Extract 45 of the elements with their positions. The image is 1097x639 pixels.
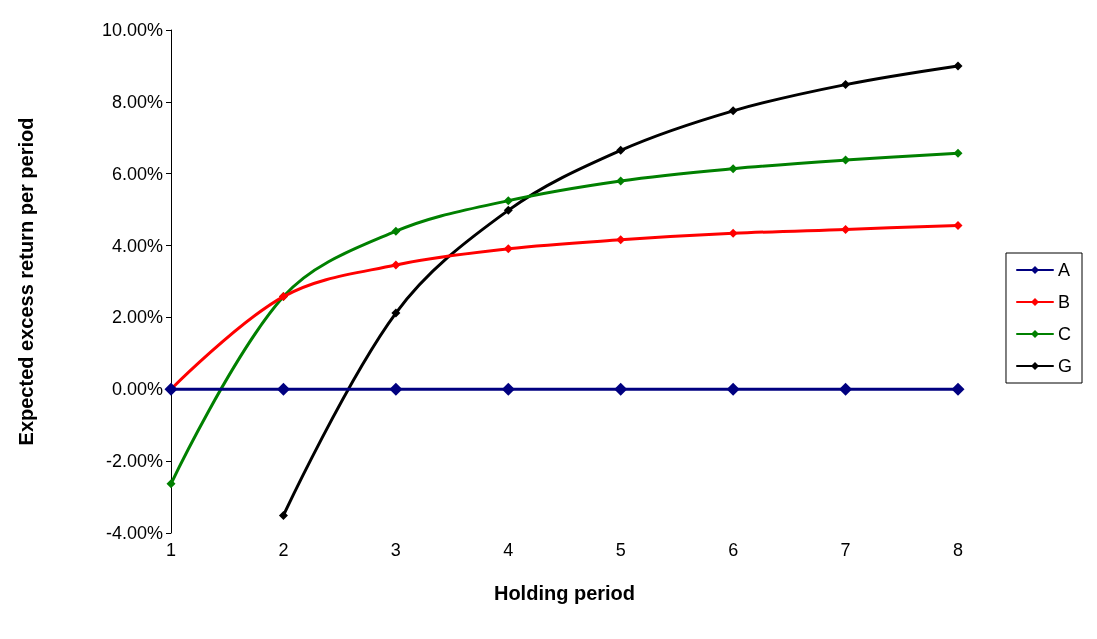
y-tick-label: 2.00% [111, 307, 163, 328]
y-tick-label: 4.00% [111, 235, 163, 256]
legend-label: C [1058, 324, 1071, 344]
point [391, 226, 401, 236]
point [614, 382, 628, 396]
x-tick-label: 4 [503, 540, 514, 560]
point [503, 196, 513, 206]
point [503, 205, 513, 215]
x-tick-label: 3 [390, 540, 401, 560]
point [839, 382, 853, 396]
x-tick-label: 7 [840, 540, 851, 560]
point [389, 382, 403, 396]
point [728, 106, 738, 116]
point [726, 382, 740, 396]
x-tick-label: 5 [615, 540, 626, 560]
x-tick-label: 2 [278, 540, 289, 560]
point [278, 510, 288, 520]
point [391, 260, 401, 270]
point [276, 382, 290, 396]
x-tick-label: 1 [165, 540, 177, 560]
y-tick-label: 8.00% [111, 91, 163, 112]
x-tick-label: 6 [728, 540, 739, 560]
point [728, 164, 738, 174]
legend-label: B [1058, 292, 1071, 312]
point [953, 148, 963, 158]
y-tick-label: 10.00% [101, 20, 163, 40]
point [951, 382, 965, 396]
point [166, 479, 176, 489]
legend-label: A [1058, 260, 1071, 280]
point [501, 382, 515, 396]
point [841, 80, 851, 90]
y-tick-label: -2.00% [105, 451, 163, 472]
x-tick-label: 8 [952, 540, 964, 560]
x-axis-title: Holding period [493, 582, 636, 604]
y-axis-title: Expected excess return per period [15, 117, 37, 446]
y-tick-label: -4.00% [105, 523, 163, 543]
point [391, 308, 401, 318]
point [503, 244, 513, 254]
point [953, 220, 963, 230]
point [953, 61, 963, 71]
legend-label: G [1058, 356, 1073, 376]
y-tick-label: 0.00% [111, 379, 163, 400]
point [841, 224, 851, 234]
y-tick-label: 6.00% [111, 163, 163, 184]
point [616, 145, 626, 155]
